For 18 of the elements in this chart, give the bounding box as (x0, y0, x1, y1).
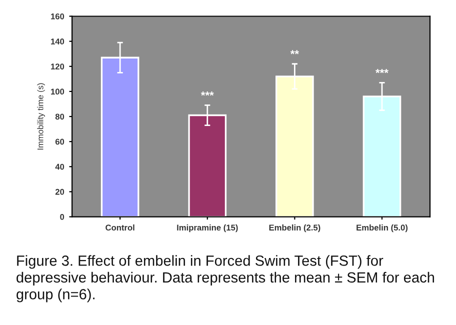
y-tick-label: 40 (55, 164, 64, 170)
y-tick-label: 60 (55, 138, 64, 145)
annotation: *** (200, 92, 214, 96)
y-tick-label: 80 (55, 114, 64, 120)
y-tick-label: 0 (60, 214, 64, 220)
annotation: ** (290, 50, 299, 54)
x-tick-label: Embelin (5.0) (356, 224, 408, 232)
y-tick-label: 160 (51, 13, 64, 20)
y-tick-label: 120 (51, 64, 64, 70)
y-axis-title: Immobility time (s) (37, 83, 45, 150)
x-tick-label: Control (106, 224, 134, 231)
caption: Figure 3. Effect of embelin in Forced Swim Test (FST) for depressive behaviour. Data represents the mean ± SEM for each group (n=6). (16, 255, 434, 302)
y-tick-label: 140 (51, 38, 64, 44)
y-tick-label: 20 (55, 188, 64, 195)
y-tick-label: 100 (51, 88, 64, 95)
x-tick-label: Embelin (2.5) (269, 224, 320, 232)
x-tick-label: Imipramine (15) (177, 224, 238, 232)
annotation: *** (376, 68, 388, 74)
